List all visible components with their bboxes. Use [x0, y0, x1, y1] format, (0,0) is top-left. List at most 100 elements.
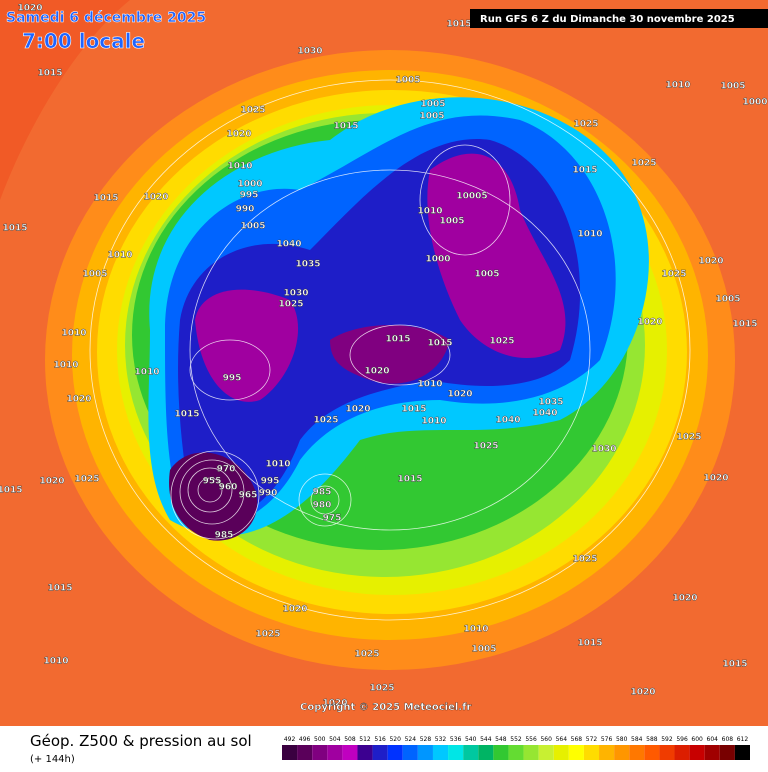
legend-label: 604: [707, 736, 719, 743]
isobar-label: 1010: [577, 230, 602, 240]
isobar-label: 1005: [439, 217, 464, 227]
legend-swatch: [357, 745, 373, 760]
legend-swatch: [523, 745, 539, 760]
legend-label: 580: [616, 736, 628, 743]
legend-label: 540: [465, 736, 477, 743]
isobar-label: 1005: [474, 270, 499, 280]
legend-label: 592: [661, 736, 673, 743]
legend-label: 564: [556, 736, 568, 743]
isobar-label: 1025: [278, 300, 303, 310]
isobar-label: 1015: [427, 339, 452, 349]
legend-label: 612: [737, 736, 749, 743]
legend-label: 524: [405, 736, 417, 743]
legend-swatch: [312, 745, 328, 760]
legend-swatch: [387, 745, 403, 760]
isobar-label: 1010: [265, 460, 290, 470]
legend-swatch: [417, 745, 433, 760]
isobar-label: 1035: [295, 260, 320, 270]
legend-swatch: [538, 745, 554, 760]
isobar-label: 1020: [143, 193, 168, 203]
isobar-label: 1015: [0, 486, 23, 496]
copyright: Copyright © 2025 Meteociel.fr: [300, 702, 471, 713]
isobar-label: 985: [215, 531, 234, 541]
legend-label: 536: [450, 736, 462, 743]
isobar-label: 1020: [637, 318, 662, 328]
isobar-label: 1025: [240, 106, 265, 116]
legend-swatch: [448, 745, 464, 760]
footer-title: Géop. Z500 & pression au sol: [30, 732, 252, 750]
isobar-label: 975: [323, 514, 342, 524]
legend-swatch: [463, 745, 479, 760]
legend-label: 584: [631, 736, 643, 743]
isobar-label: 1015: [446, 20, 471, 30]
isobar-label: 1010: [134, 368, 159, 378]
legend-label: 544: [480, 736, 492, 743]
isobar-label: 1015: [174, 410, 199, 420]
isobar-label: 1010: [417, 207, 442, 217]
isobar-label: 1005: [419, 112, 444, 122]
legend-label: 600: [691, 736, 703, 743]
isobar-label: 1020: [447, 390, 472, 400]
isobar-label: 1015: [37, 69, 62, 79]
isobar-label: 1015: [722, 660, 747, 670]
legend-swatch: [297, 745, 313, 760]
isobar-label: 1005: [715, 295, 740, 305]
isobar-label: 1040: [276, 240, 301, 250]
run-box: [470, 9, 768, 28]
isobar-label: 990: [259, 489, 278, 499]
legend-label: 548: [495, 736, 507, 743]
isobar-label: 1020: [39, 477, 64, 487]
isobar-label: 1005: [420, 100, 445, 110]
isobar-label: 1000: [425, 255, 450, 265]
isobar-label: 10005: [456, 192, 487, 202]
isobar-label: 1020: [282, 605, 307, 615]
legend-label: 520: [389, 736, 401, 743]
isobar-label: 1020: [364, 367, 389, 377]
isobar-label: 1025: [572, 555, 597, 565]
isobar-label: 1010: [417, 380, 442, 390]
isobar-label: 1025: [631, 159, 656, 169]
legend-label: 532: [435, 736, 447, 743]
isobar-labels: 1020 1015 1015 1030 1005 1025 1020 1015 1005 1005…: [0, 3, 768, 709]
isobar-label: 1005: [720, 82, 745, 92]
isobar-label: 1025: [661, 270, 686, 280]
legend-swatch: [402, 745, 418, 760]
isobar-label: 1020: [698, 257, 723, 267]
legend-label: 508: [344, 736, 356, 743]
isobar-label: 1020: [672, 594, 697, 604]
isobar-label: 960: [219, 483, 238, 493]
isobar-label: 1015: [47, 584, 72, 594]
isobar-label: 1025: [369, 684, 394, 694]
isobar-label: 1015: [401, 405, 426, 415]
isobar-label: 1010: [463, 625, 488, 635]
isobar-label: 1005: [395, 76, 420, 86]
isobar-label: 1010: [53, 361, 78, 371]
legend-label: 568: [571, 736, 583, 743]
isobar-label: 1010: [665, 81, 690, 91]
isobar-label: 1010: [43, 657, 68, 667]
isobar-label: 985: [313, 488, 332, 498]
date: Samedi 6 décembre 2025: [6, 10, 206, 26]
legend-label: 516: [374, 736, 386, 743]
isobar-label: 1015: [93, 194, 118, 204]
isobar-label: 1015: [333, 122, 358, 132]
isobar-label: 970: [217, 465, 236, 475]
isobar-label: 1025: [313, 416, 338, 426]
isobar-label: 1040: [495, 416, 520, 426]
isobar-label: 1010: [227, 162, 252, 172]
legend-swatch: [689, 745, 705, 760]
legend-swatch: [568, 745, 584, 760]
isobar-label: 1020: [226, 130, 251, 140]
legend-label: 504: [329, 736, 341, 743]
isobar-label: 955: [203, 477, 222, 487]
isobar-label: 1010: [107, 251, 132, 261]
isobar-label: 1015: [397, 475, 422, 485]
legend-label: 556: [525, 736, 537, 743]
isobar-label: 1020: [322, 699, 347, 709]
isobar-label: 965: [239, 491, 258, 501]
isobar-label: 995: [261, 477, 280, 487]
isobar-label: 1025: [74, 475, 99, 485]
legend-swatch: [659, 745, 675, 760]
